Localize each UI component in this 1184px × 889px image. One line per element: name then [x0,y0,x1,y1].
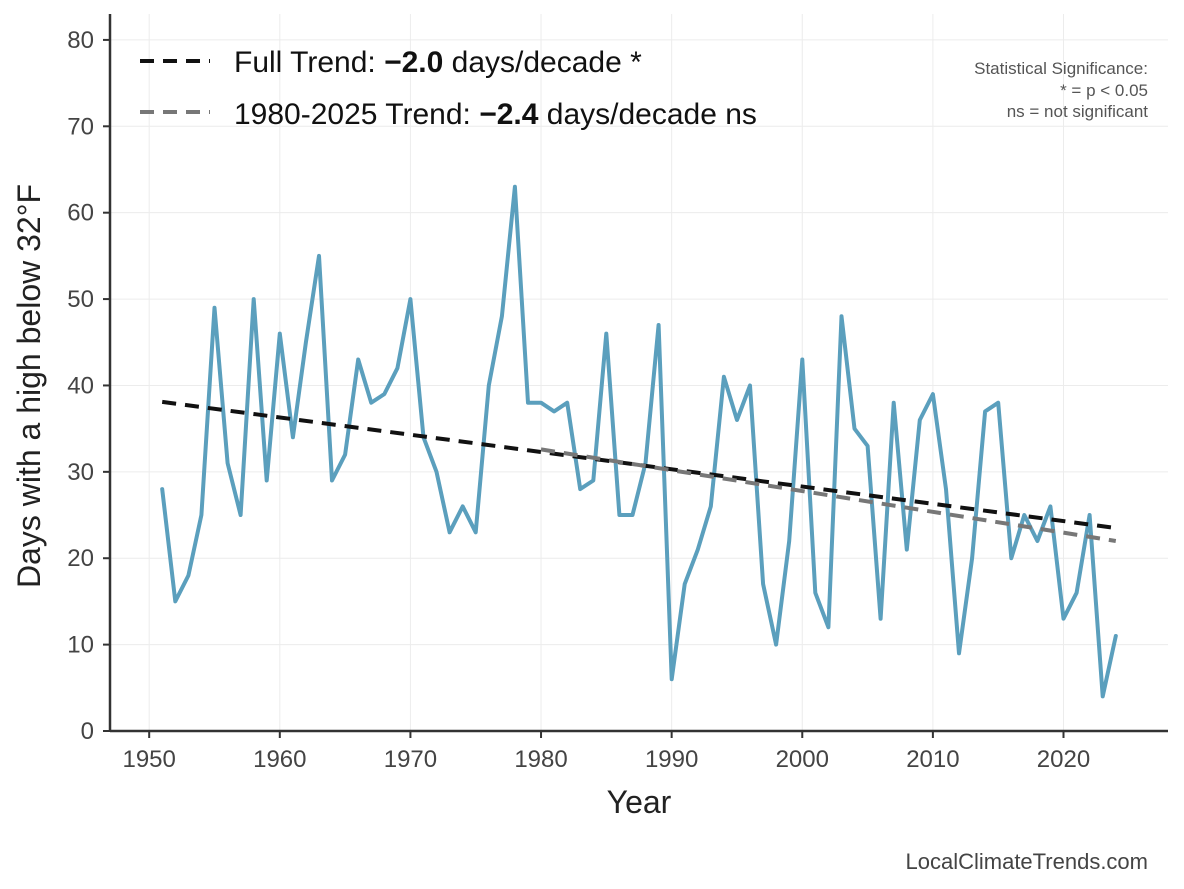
y-axis-label: Days with a high below 32°F [11,184,47,588]
x-tick-label-1990: 1990 [645,746,698,773]
series-1980-2025-trend-line [540,447,1117,543]
credit-text: LocalClimateTrends.com [906,849,1149,874]
legend-suffix-1980-trend: days/decade ns [538,98,756,131]
series-observed-line [160,184,1118,699]
y-tick-label-70: 70 [67,113,94,140]
x-axis-label: Year [607,784,672,820]
ticks: 0 10 20 30 40 50 60 70 80 1950 1960 1970 1980 1990 200… [67,27,1090,773]
x-tick-label-2020: 2020 [1037,746,1090,773]
y-tick-label-10: 10 [67,632,94,659]
x-tick-label-1950: 1950 [122,746,175,773]
legend-label-full-trend: Full Trend: −2.0 days/decade * [234,46,642,79]
legend-suffix-full-trend: days/decade * [443,46,642,79]
significance-note-line-1: Statistical Significance: [974,59,1148,78]
legend: Full Trend: −2.0 days/decade * 1980-2025… [140,46,757,131]
series-layer [160,184,1118,699]
legend-prefix-full-trend: Full Trend: [234,46,384,79]
legend-label-1980-trend: 1980-2025 Trend: −2.4 days/decade ns [234,98,757,131]
x-tick-label-1960: 1960 [253,746,306,773]
legend-prefix-1980-trend: 1980-2025 Trend: [234,98,479,131]
significance-note-line-2: * = p < 0.05 [1060,81,1148,100]
grid [110,14,1168,732]
x-tick-label-2000: 2000 [776,746,829,773]
significance-note-line-3: ns = not significant [1007,102,1149,121]
y-tick-label-40: 40 [67,372,94,399]
x-tick-label-1970: 1970 [384,746,437,773]
y-tick-label-20: 20 [67,545,94,572]
y-tick-label-0: 0 [81,718,94,745]
legend-value-full-trend: −2.0 [384,46,443,79]
legend-value-1980-trend: −2.4 [479,98,539,131]
x-tick-label-2010: 2010 [906,746,959,773]
y-tick-label-30: 30 [67,459,94,486]
y-tick-label-60: 60 [67,200,94,227]
y-tick-label-50: 50 [67,286,94,313]
y-tick-label-80: 80 [67,27,94,54]
significance-note: Statistical Significance: * = p < 0.05 n… [974,59,1148,121]
axes [108,14,1168,733]
x-tick-label-1980: 1980 [514,746,567,773]
